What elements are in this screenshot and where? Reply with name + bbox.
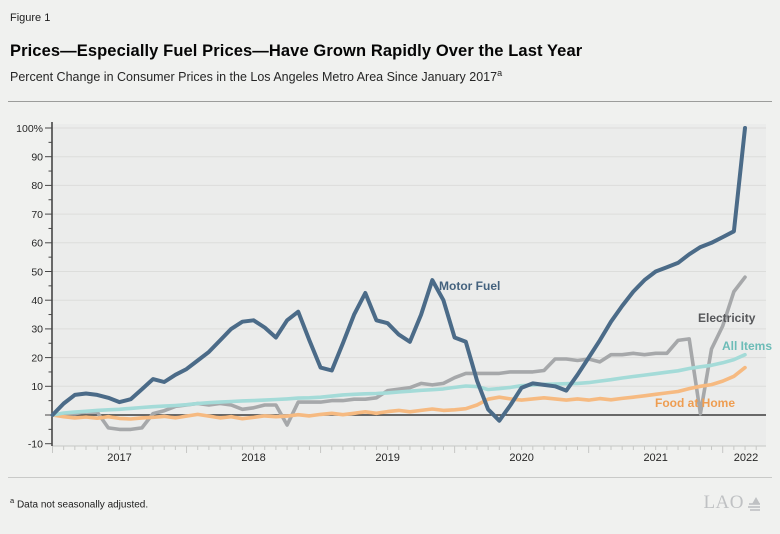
series-label-all-items: All Items [722,339,772,353]
subtitle-footnote-marker: a [497,68,503,78]
y-tick-label-90: 90 [31,152,43,164]
page-title: Prices—Especially Fuel Prices—Have Grown… [10,42,583,60]
footer-divider [8,477,772,478]
header-divider [8,101,772,102]
subtitle-text: Percent Change in Consumer Prices in the… [10,70,498,85]
x-year-label-2020: 2020 [509,452,533,464]
series-line-food-at-home [50,365,747,421]
y-tick-label-60: 60 [31,238,43,250]
x-year-label-2017: 2017 [107,452,131,464]
series-label-motor-fuel: Motor Fuel [439,279,500,293]
footnote: a Data not seasonally adjusted. [10,496,148,510]
footnote-marker: a [10,496,15,505]
y-tick-label-20: 20 [31,352,43,364]
y-tick-label-10: 10 [31,381,43,393]
y-tick-label-30: 30 [31,324,43,336]
series-line-all-items [50,352,747,417]
footnote-text: Data not seasonally adjusted. [16,499,149,511]
series-line-electricity [50,275,747,432]
y-tick-label-70: 70 [31,209,43,221]
lao-logo: LAO [703,492,762,514]
lao-bear-icon [748,497,760,511]
figure-label: Figure 1 [10,12,51,24]
y-tick-label-100%: 100% [16,123,43,135]
series-label-food-at-home: Food at Home [655,396,735,410]
y-tick-label-50: 50 [31,266,43,278]
y-tick-label-40: 40 [31,295,43,307]
x-year-label-2022: 2022 [734,452,758,464]
y-tick-label-80: 80 [31,180,43,192]
y-tick-label--10: -10 [28,439,43,451]
lao-logo-text: LAO [703,492,744,513]
series-line-motor-fuel [50,126,747,423]
x-year-label-2021: 2021 [643,452,667,464]
x-year-label-2019: 2019 [375,452,399,464]
x-year-label-2018: 2018 [241,452,265,464]
series-label-electricity: Electricity [698,311,756,325]
chart-subtitle: Percent Change in Consumer Prices in the… [10,68,502,84]
